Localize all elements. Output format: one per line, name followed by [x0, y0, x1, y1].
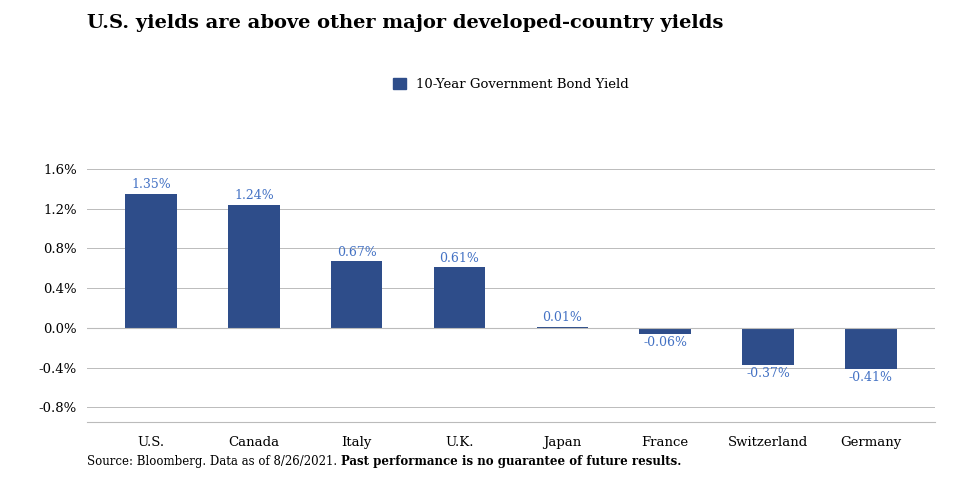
Text: -0.37%: -0.37%: [746, 367, 790, 380]
Text: Source: Bloomberg. Data as of 8/26/2021.: Source: Bloomberg. Data as of 8/26/2021.: [87, 455, 340, 468]
Bar: [742, 328, 793, 365]
Text: 1.24%: 1.24%: [234, 189, 274, 202]
Legend: 10-Year Government Bond Yield: 10-Year Government Bond Yield: [388, 72, 634, 96]
Bar: [537, 327, 588, 328]
Text: Past performance is no guarantee of future results.: Past performance is no guarantee of futu…: [340, 455, 681, 468]
Bar: [125, 194, 176, 328]
Text: 0.61%: 0.61%: [440, 252, 479, 265]
Text: U.S. yields are above other major developed-country yields: U.S. yields are above other major develo…: [87, 14, 723, 33]
Bar: [331, 261, 383, 328]
Bar: [434, 267, 485, 328]
Text: 1.35%: 1.35%: [131, 178, 171, 191]
Text: 0.01%: 0.01%: [543, 312, 582, 324]
Bar: [228, 204, 280, 328]
Text: -0.06%: -0.06%: [643, 336, 687, 349]
Bar: [639, 328, 691, 334]
Bar: [845, 328, 897, 369]
Text: -0.41%: -0.41%: [849, 371, 893, 384]
Text: 0.67%: 0.67%: [336, 246, 377, 259]
